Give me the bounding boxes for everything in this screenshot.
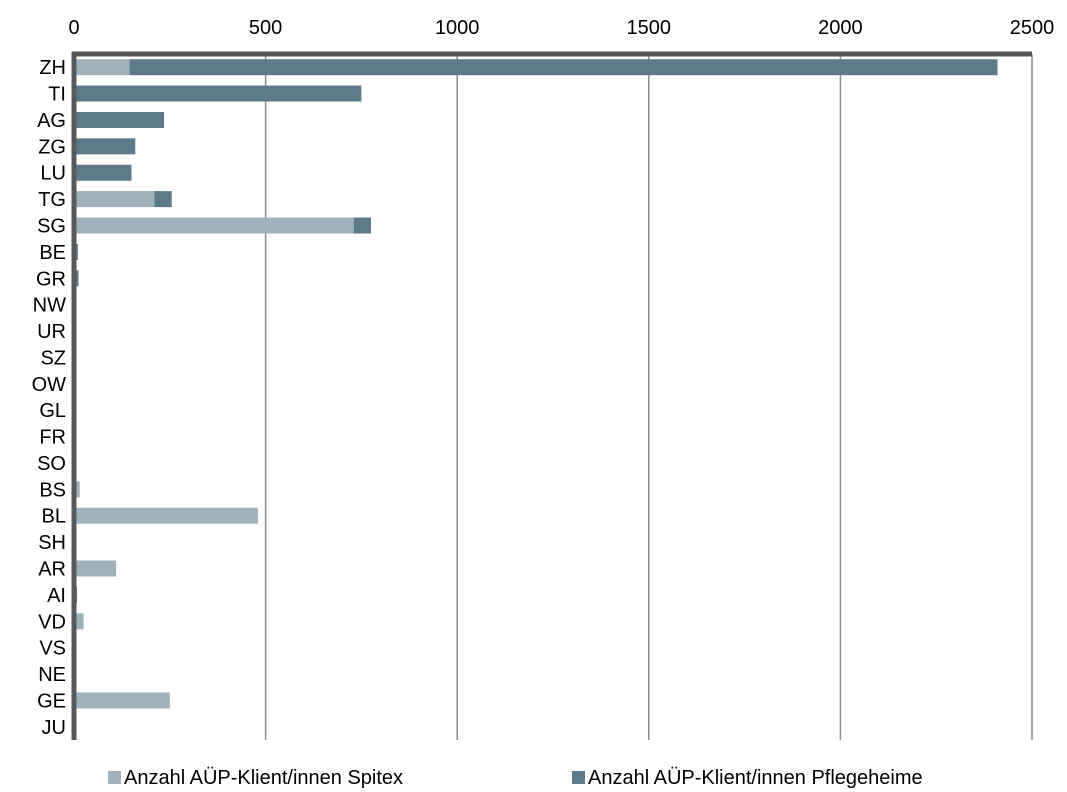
category-labels: ZH TI AG ZG LU TG SG BE GR NW UR SZ OW GL FR SO BS BL SH AR… — [32, 57, 67, 739]
x-tick-label-2500: 2500 — [1010, 17, 1055, 39]
bar-bs-series-1 — [74, 481, 80, 498]
category-label-so: SO — [37, 453, 66, 475]
category-label-gl: GL — [39, 400, 66, 422]
category-label-gr: GR — [36, 268, 66, 290]
x-tick-label-0: 0 — [68, 17, 79, 39]
x-tick-label-1000: 1000 — [435, 17, 480, 39]
bar-vd-series-1 — [74, 613, 84, 630]
category-label-ju: JU — [42, 717, 66, 739]
category-label-sh: SH — [38, 532, 66, 554]
category-label-vs: VS — [39, 638, 66, 660]
category-label-ti: TI — [48, 84, 66, 106]
bar-zh-series-1 — [74, 59, 130, 76]
bar-ag-series-2 — [74, 111, 165, 128]
bar-bl-series-1 — [74, 507, 258, 524]
legend-swatch-1 — [108, 771, 121, 784]
category-label-ar: AR — [38, 559, 66, 581]
category-label-be: BE — [39, 242, 66, 264]
bar-sg-series-2 — [353, 217, 371, 234]
category-label-bs: BS — [39, 479, 66, 501]
bar-ar-series-1 — [74, 560, 117, 577]
bar-zg-series-2 — [74, 138, 136, 155]
x-tick-labels: 0 500 1000 1500 2000 2500 — [68, 17, 1054, 39]
category-label-sg: SG — [37, 216, 66, 238]
bar-lu-series-2 — [74, 164, 132, 181]
bar-ti-series-2 — [74, 85, 362, 102]
axes — [71, 51, 1032, 740]
category-label-bl: BL — [42, 506, 66, 528]
category-label-ur: UR — [37, 321, 66, 343]
category-label-ne: NE — [38, 664, 66, 686]
bar-ge-series-1 — [74, 692, 170, 709]
category-label-sz: SZ — [40, 347, 66, 369]
gridlines — [264, 54, 1033, 740]
legend: Anzahl AÜP-Klient/innen Spitex Anzahl AÜP… — [108, 767, 923, 789]
x-tick-label-2000: 2000 — [818, 17, 863, 39]
x-tick-label-1500: 1500 — [627, 17, 672, 39]
bar-sg-series-1 — [74, 217, 354, 234]
category-label-ai: AI — [47, 585, 66, 607]
category-label-nw: NW — [33, 295, 66, 317]
category-label-ow: OW — [32, 374, 67, 396]
legend-label-2: Anzahl AÜP-Klient/innen Pflegeheime — [588, 767, 923, 789]
bar-tg-series-1 — [74, 191, 155, 208]
category-label-zg: ZG — [38, 136, 66, 158]
category-label-ag: AG — [37, 110, 66, 132]
bar-tg-series-2 — [154, 191, 172, 208]
category-label-vd: VD — [38, 611, 66, 633]
x-tick-label-500: 500 — [249, 17, 282, 39]
category-label-fr: FR — [39, 427, 66, 449]
bar-series — [74, 59, 998, 709]
legend-label-1: Anzahl AÜP-Klient/innen Spitex — [124, 767, 403, 789]
category-label-zh: ZH — [39, 57, 66, 79]
bar-zh-series-2 — [129, 59, 998, 76]
category-label-lu: LU — [40, 163, 66, 185]
category-label-tg: TG — [38, 189, 66, 211]
category-label-ge: GE — [37, 690, 66, 712]
legend-swatch-2 — [572, 771, 585, 784]
